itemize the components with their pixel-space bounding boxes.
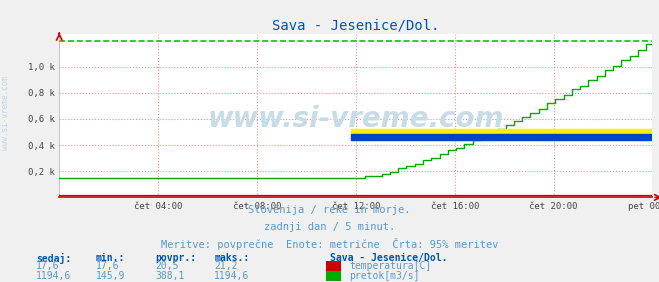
Text: www.si-vreme.com: www.si-vreme.com [208, 105, 504, 133]
Text: sedaj:: sedaj: [36, 252, 71, 264]
Text: 17,6: 17,6 [36, 261, 60, 272]
Bar [351, 129, 659, 140]
Text: 20,5: 20,5 [155, 261, 179, 272]
Text: Slovenija / reke in morje.: Slovenija / reke in morje. [248, 205, 411, 215]
Text: 1194,6: 1194,6 [36, 271, 71, 281]
Text: povpr.:: povpr.: [155, 253, 196, 263]
Bar [351, 135, 659, 140]
Text: 1194,6: 1194,6 [214, 271, 249, 281]
Text: 388,1: 388,1 [155, 271, 185, 281]
Text: zadnji dan / 5 minut.: zadnji dan / 5 minut. [264, 222, 395, 232]
Text: maks.:: maks.: [214, 253, 249, 263]
Text: Meritve: povprečne  Enote: metrične  Črta: 95% meritev: Meritve: povprečne Enote: metrične Črta:… [161, 238, 498, 250]
Text: Sava - Jesenice/Dol.: Sava - Jesenice/Dol. [330, 253, 447, 263]
Text: www.si-vreme.com: www.si-vreme.com [1, 76, 10, 150]
Title: Sava - Jesenice/Dol.: Sava - Jesenice/Dol. [272, 19, 440, 33]
Text: temperatura[C]: temperatura[C] [349, 261, 432, 272]
Text: pretok[m3/s]: pretok[m3/s] [349, 271, 420, 281]
Text: 17,6: 17,6 [96, 261, 119, 272]
Text: 21,2: 21,2 [214, 261, 238, 272]
Text: 145,9: 145,9 [96, 271, 125, 281]
Text: min.:: min.: [96, 253, 125, 263]
